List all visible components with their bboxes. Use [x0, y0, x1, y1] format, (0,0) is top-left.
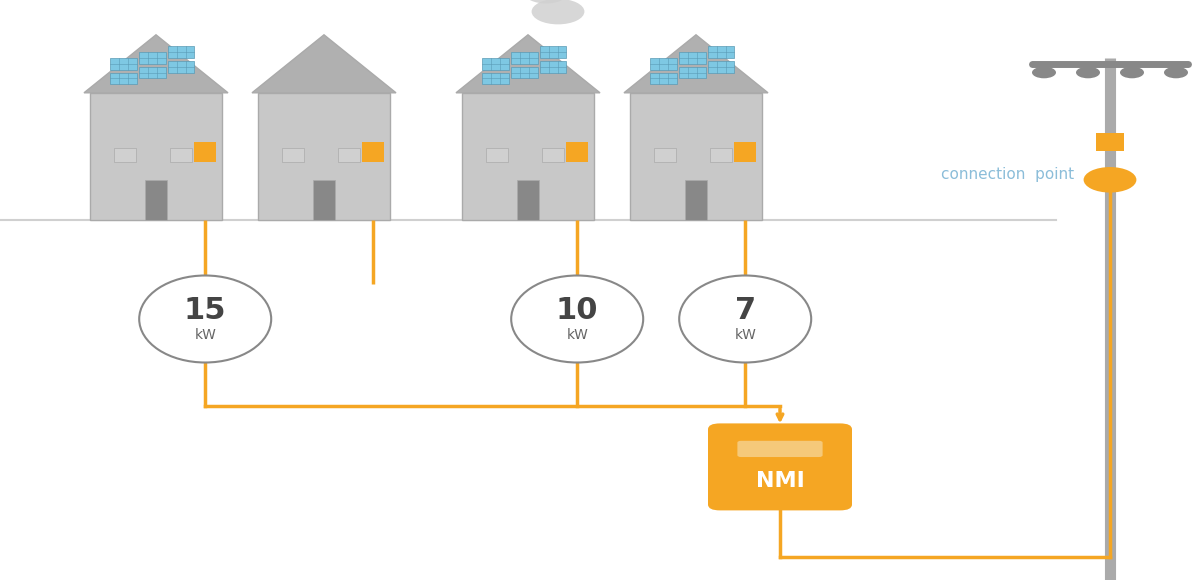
Bar	[114, 148, 136, 162]
Circle shape	[524, 0, 568, 3]
Bar	[194, 142, 216, 162]
Bar	[708, 46, 734, 58]
Bar	[511, 52, 538, 64]
Bar	[540, 46, 566, 58]
Ellipse shape	[679, 276, 811, 362]
Text: 10: 10	[556, 296, 599, 325]
Text: connection  point: connection point	[941, 166, 1074, 182]
Bar	[482, 58, 509, 70]
Bar	[168, 46, 194, 58]
Bar	[734, 142, 756, 162]
Text: NMI: NMI	[756, 472, 804, 491]
Bar	[110, 58, 137, 70]
Bar	[630, 93, 762, 220]
Bar	[566, 142, 588, 162]
Circle shape	[1084, 167, 1136, 193]
Bar	[511, 67, 538, 78]
Bar	[258, 93, 390, 220]
Bar	[710, 148, 732, 162]
FancyBboxPatch shape	[708, 423, 852, 510]
Bar	[110, 72, 137, 84]
Text: 15: 15	[184, 296, 227, 325]
Bar	[338, 148, 360, 162]
Bar	[685, 180, 707, 220]
Bar	[540, 61, 566, 72]
Bar	[90, 93, 222, 220]
Bar	[679, 67, 706, 78]
Bar	[362, 142, 384, 162]
Circle shape	[1032, 67, 1056, 78]
Bar	[1096, 133, 1124, 151]
Bar	[486, 148, 508, 162]
Bar	[170, 148, 192, 162]
Ellipse shape	[511, 276, 643, 362]
Bar	[482, 72, 509, 84]
Bar	[679, 52, 706, 64]
Bar	[517, 180, 539, 220]
Text: kW: kW	[194, 328, 216, 342]
Bar	[708, 61, 734, 72]
Polygon shape	[84, 35, 228, 93]
Text: kW: kW	[734, 328, 756, 342]
Bar	[168, 61, 194, 72]
Polygon shape	[456, 35, 600, 93]
Ellipse shape	[139, 276, 271, 362]
Polygon shape	[624, 35, 768, 93]
FancyBboxPatch shape	[738, 441, 823, 457]
Bar	[139, 67, 166, 78]
Bar	[313, 180, 335, 220]
Circle shape	[532, 0, 584, 24]
Bar	[139, 52, 166, 64]
Text: 7: 7	[734, 296, 756, 325]
Circle shape	[1120, 67, 1144, 78]
Text: kW: kW	[566, 328, 588, 342]
Polygon shape	[252, 35, 396, 93]
Bar	[650, 58, 677, 70]
Bar	[542, 148, 564, 162]
Bar	[282, 148, 304, 162]
Bar	[145, 180, 167, 220]
Circle shape	[1076, 67, 1100, 78]
Bar	[650, 72, 677, 84]
Bar	[654, 148, 676, 162]
Bar	[462, 93, 594, 220]
Circle shape	[1164, 67, 1188, 78]
